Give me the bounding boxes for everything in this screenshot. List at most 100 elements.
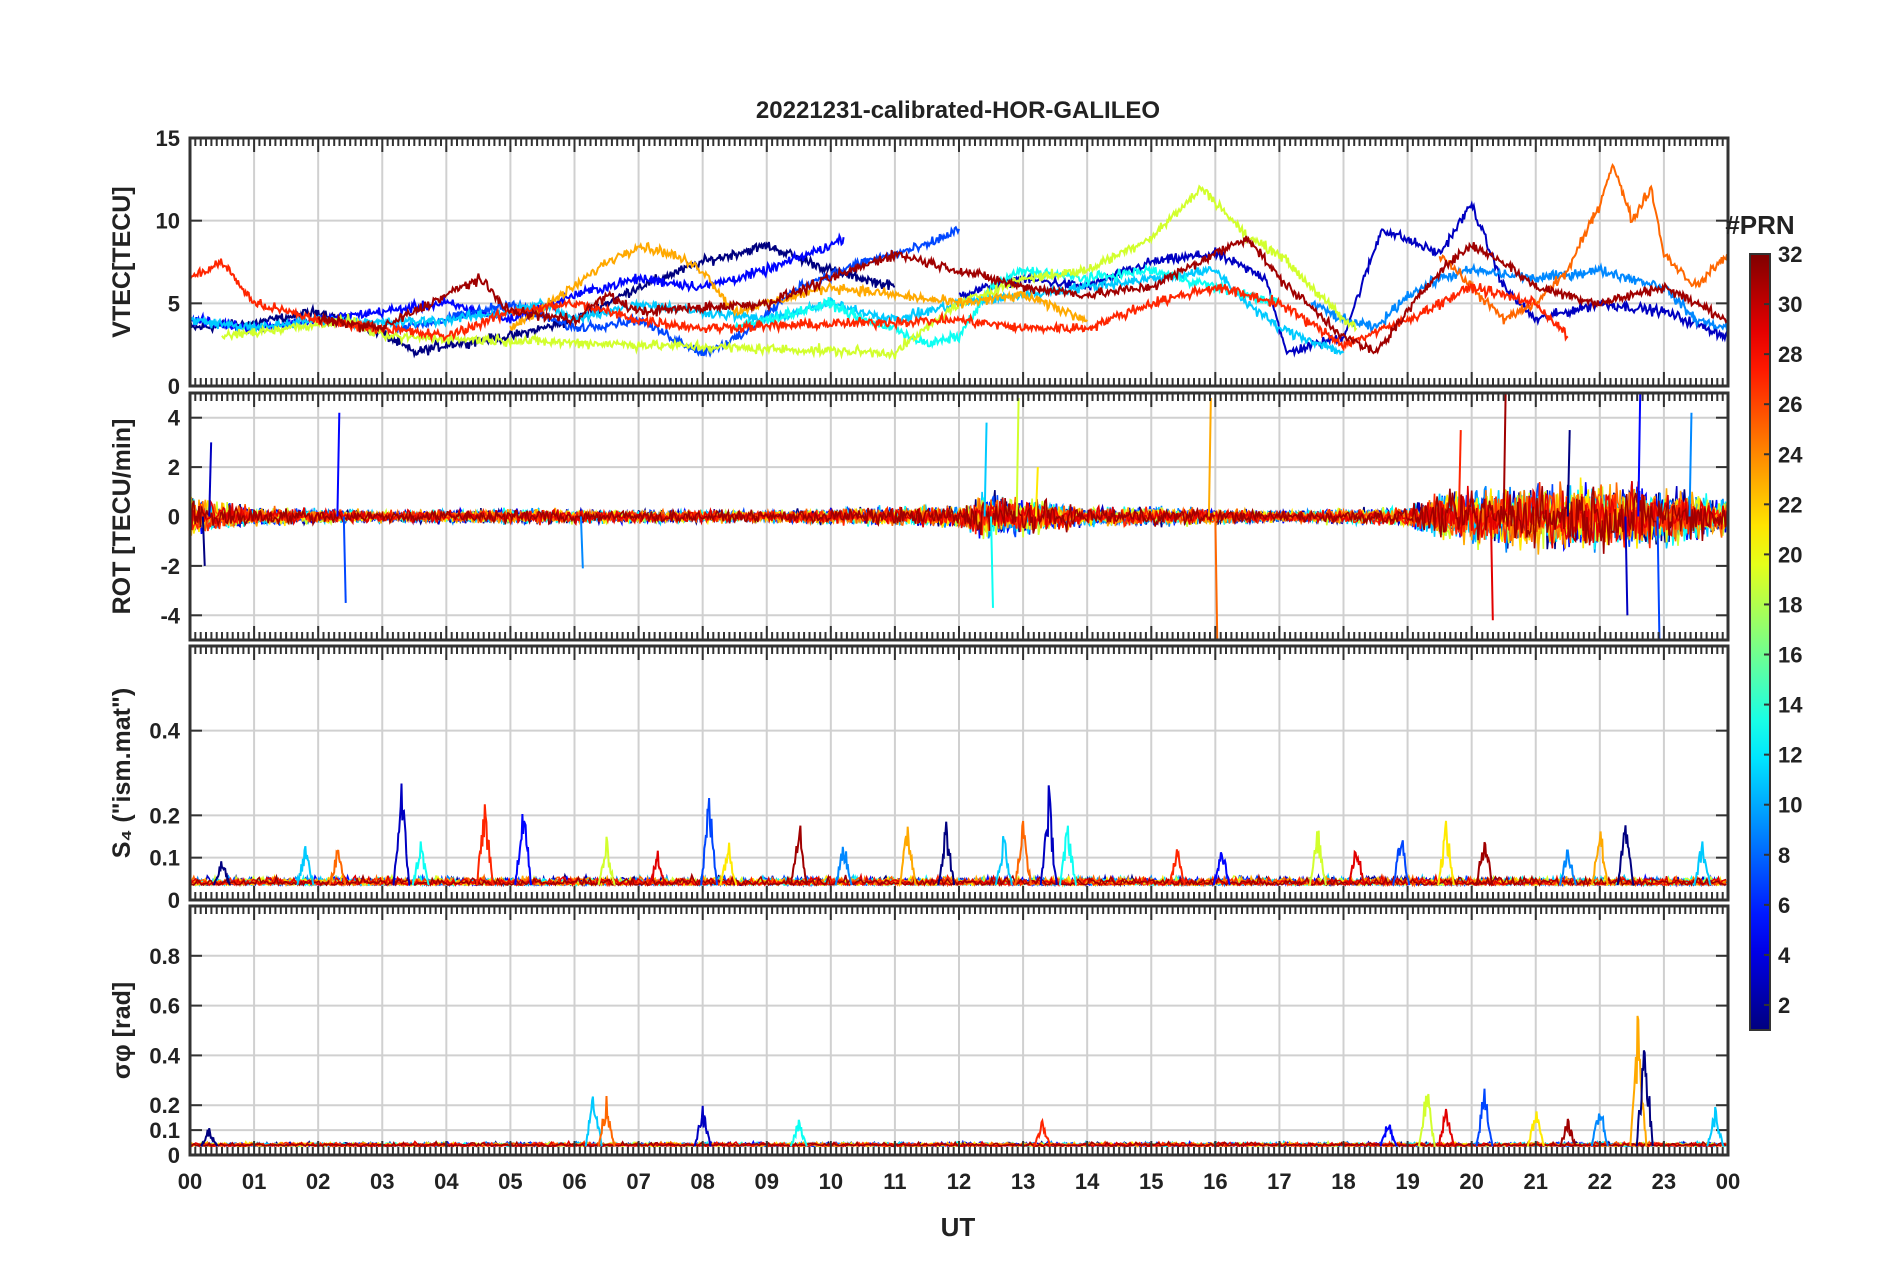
x-tick-label: 18	[1331, 1169, 1355, 1194]
x-tick-label: 17	[1267, 1169, 1291, 1194]
rot-spike	[342, 516, 347, 603]
colorbar-tick-label: 8	[1778, 843, 1790, 868]
x-tick-label: 23	[1652, 1169, 1676, 1194]
spike-burst	[1033, 1117, 1052, 1147]
s4-series-prn-31	[190, 872, 1727, 888]
spike-burst	[789, 1119, 808, 1147]
x-minor-ticks	[189, 138, 1729, 386]
vtec-series-prn-27	[190, 258, 1569, 352]
rot-spike	[579, 516, 584, 569]
y-tick-label: -2	[160, 554, 180, 579]
spike-burst	[1635, 1050, 1654, 1147]
x-tick-label: 14	[1075, 1169, 1100, 1194]
spike-burst	[648, 850, 667, 886]
spike-burst	[1437, 820, 1455, 886]
panel-1: 0 5 10 15 VTEC[TECU]	[108, 126, 1730, 399]
spike-burst	[475, 804, 494, 886]
colorbar-tick-label: 32	[1778, 242, 1802, 267]
vtec-series-prn-25	[1438, 162, 1728, 325]
spike-burst	[1590, 831, 1609, 886]
x-tick-label: 15	[1139, 1169, 1163, 1194]
x-tick-label: 05	[498, 1169, 522, 1194]
y-tick-label: 0.1	[149, 1118, 180, 1143]
colorbar-gradient	[1749, 253, 1771, 1031]
colorbar-tick-label: 22	[1778, 492, 1802, 517]
x-tick-label: 07	[626, 1169, 650, 1194]
x-axis: 00 01 02 03 04 05 06 07 08 09 10 11 12 13 14 15 16 17 18 19…	[178, 1169, 1740, 1194]
spike-burst	[1475, 841, 1494, 886]
spike-burst	[411, 841, 430, 886]
spike-burst	[1308, 830, 1327, 886]
x-minor-ticks	[189, 906, 1729, 1155]
y-tick-label: 0.2	[149, 803, 180, 828]
spike-burst	[898, 826, 917, 886]
y-tick-label: 2	[168, 455, 180, 480]
rot-spike	[1688, 412, 1693, 517]
spike-burst	[994, 836, 1013, 886]
spike-burst	[937, 821, 956, 886]
y-tick-label: 0.1	[149, 846, 180, 871]
spike-burst	[328, 849, 347, 886]
y-tick-label: -4	[160, 603, 180, 628]
vtec-series-prn-7	[394, 225, 960, 358]
y-tick-label: 5	[168, 291, 180, 316]
x-minor-ticks	[189, 393, 1729, 640]
rot-spike	[208, 442, 213, 517]
spike-burst	[1014, 820, 1033, 886]
colorbar-tick-label: 4	[1778, 943, 1791, 968]
x-tick-label: 12	[947, 1169, 971, 1194]
spike-burst	[693, 1105, 712, 1147]
rot-spike	[1034, 467, 1039, 517]
spike-burst	[1379, 1124, 1398, 1147]
spike-burst	[584, 1096, 603, 1147]
colorbar-tick-label: 2	[1778, 993, 1790, 1018]
spike-burst	[1039, 785, 1058, 886]
rot-spike	[1656, 516, 1661, 640]
panel-2: -4 -2 0 2 4 ROT [TECU/min]	[108, 391, 1730, 642]
x-tick-label: 10	[819, 1169, 843, 1194]
spike-burst	[1629, 1015, 1648, 1147]
colorbar-tick-label: 14	[1778, 693, 1803, 718]
spike-burst	[1558, 1118, 1577, 1147]
y-axis-label: S₄ ("ism.mat")	[108, 688, 136, 858]
spike-burst	[200, 1128, 219, 1147]
spike-burst	[1526, 1111, 1545, 1147]
rot-spike	[1015, 397, 1020, 517]
spike-burst	[1475, 1088, 1494, 1147]
x-tick-label: 22	[1588, 1169, 1612, 1194]
y-tick-label: 0	[168, 374, 180, 399]
spike-burst	[1058, 825, 1077, 886]
y-tick-label: 0.4	[149, 719, 180, 744]
rot-spike	[1214, 516, 1219, 640]
x-tick-label: 20	[1459, 1169, 1483, 1194]
spike-burst	[392, 783, 411, 886]
x-tick-label: 13	[1011, 1169, 1035, 1194]
x-tick-label: 09	[755, 1169, 779, 1194]
colorbar-tick-label: 20	[1778, 542, 1802, 567]
y-tick-label: 0	[168, 888, 180, 913]
x-tick-label: 11	[883, 1169, 906, 1194]
spike-burst	[213, 861, 232, 886]
spike-burst	[1347, 849, 1366, 886]
y-tick-label: 0.4	[149, 1043, 180, 1068]
spike-burst	[597, 1095, 616, 1147]
spike-burst	[1212, 851, 1231, 886]
x-tick-label: 16	[1203, 1169, 1227, 1194]
panel-4: 00.10.2 0.4 0.6 0.8 σφ [rad]	[108, 904, 1730, 1168]
colorbar-tick-label: 28	[1778, 342, 1802, 367]
y-tick-label: 0	[168, 505, 180, 530]
y-tick-label: 0.2	[149, 1093, 180, 1118]
colorbar-tick-label: 24	[1778, 442, 1803, 467]
spike-burst	[1167, 849, 1186, 886]
rot-spike	[1489, 516, 1494, 621]
colorbar-label: #PRN	[1725, 210, 1794, 240]
y-axis-label: σφ [rad]	[108, 982, 136, 1080]
spike-burst	[1392, 840, 1411, 886]
rot-spike	[201, 516, 206, 566]
y-tick-label: 15	[156, 126, 180, 151]
vtec-series-prn-13	[733, 263, 1281, 349]
rot-spike	[990, 516, 994, 608]
